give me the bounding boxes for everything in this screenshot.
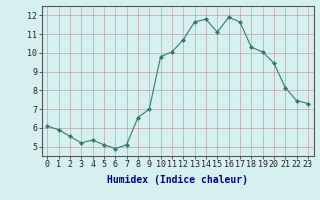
X-axis label: Humidex (Indice chaleur): Humidex (Indice chaleur) bbox=[107, 175, 248, 185]
